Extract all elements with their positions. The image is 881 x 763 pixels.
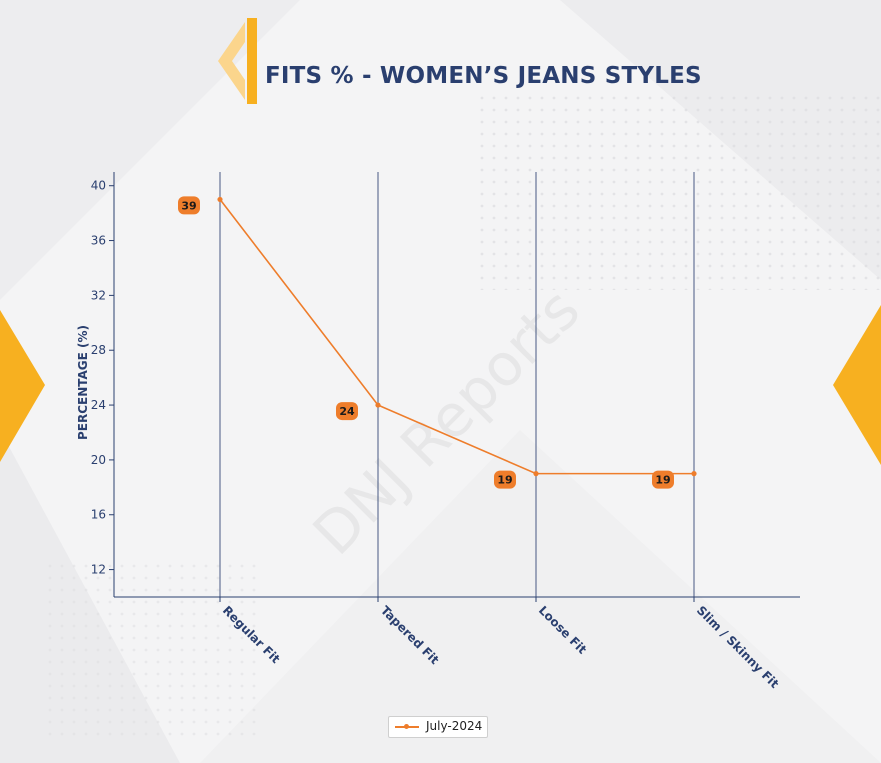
- data-label: 19: [655, 474, 670, 487]
- data-point: [375, 402, 381, 408]
- data-label: 39: [181, 199, 196, 212]
- y-tick-label: 24: [91, 398, 106, 412]
- y-tick-label: 16: [91, 508, 106, 522]
- y-tick-label: 12: [91, 563, 106, 577]
- y-tick-label: 40: [91, 179, 106, 193]
- data-label-badge: [652, 470, 674, 489]
- right-arrow-decoration: [833, 305, 881, 465]
- y-axis-label: PERCENTAGE (%): [76, 325, 90, 440]
- x-tick-label: Loose Fit: [536, 603, 590, 657]
- data-point: [691, 471, 697, 477]
- title-chevron-icon: [218, 18, 257, 104]
- data-label-badge: [336, 402, 358, 421]
- data-point: [217, 196, 223, 203]
- chart-legend: July-2024: [388, 716, 488, 738]
- page-title: FITS % - WOMEN’S JEANS STYLES: [265, 63, 702, 89]
- x-tick-label: Slim / Skinny Fit: [694, 603, 782, 691]
- y-tick-label: 28: [91, 343, 106, 357]
- y-tick-label: 36: [91, 234, 106, 248]
- data-label-badge: [178, 196, 200, 215]
- y-tick-label: 20: [91, 453, 106, 467]
- y-tick-label: 32: [91, 288, 106, 302]
- data-point: [533, 471, 539, 477]
- data-label: 24: [339, 405, 355, 418]
- title-block: FITS % - WOMEN’S JEANS STYLES: [215, 18, 702, 104]
- x-tick-label: Regular Fit: [220, 603, 283, 666]
- legend-label: July-2024: [426, 719, 483, 733]
- data-label: 19: [497, 474, 512, 487]
- x-tick-label: Tapered Fit: [378, 603, 442, 667]
- left-arrow-decoration: [0, 310, 45, 462]
- series-line: [219, 198, 694, 475]
- legend-dot-marker: [404, 724, 409, 729]
- data-label-badge: [494, 470, 516, 489]
